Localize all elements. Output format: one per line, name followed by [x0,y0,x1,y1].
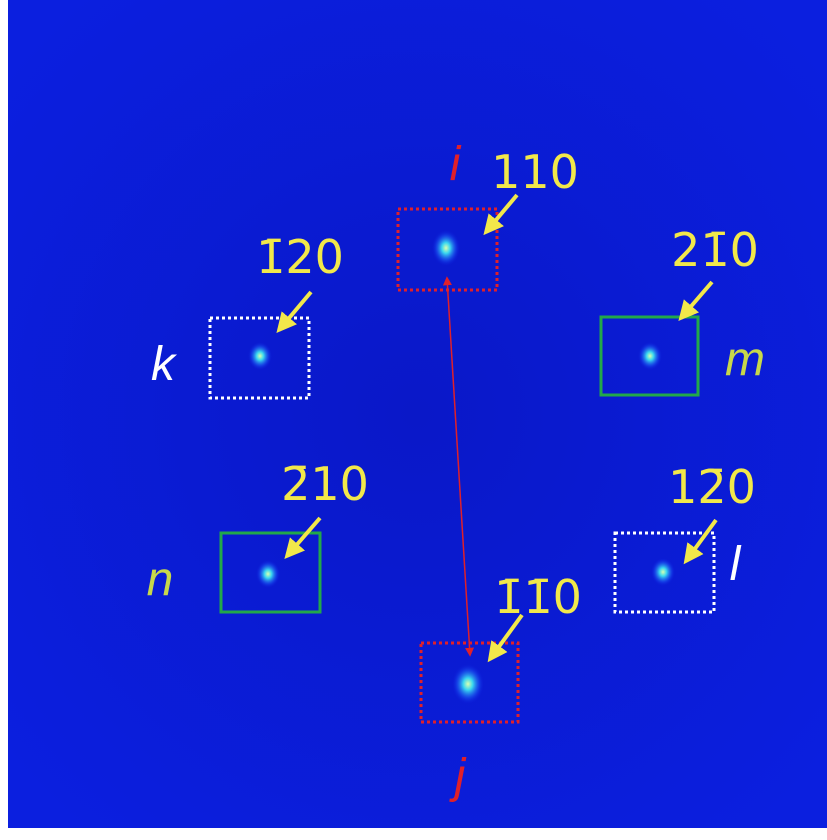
spot-letter: n [147,553,174,606]
spot-letter: l [730,538,742,591]
spot [248,342,272,370]
miller-index: 1̄1̄0 [494,570,582,624]
spot [638,342,662,370]
spot [256,560,280,588]
spot [432,230,460,266]
diffraction-figure: 110 1̄20 21̄0 2̄10 12̄0 1̄1̄0 i k m n l … [0,0,827,840]
spot-letter: i [450,138,462,191]
miller-index: 1̄20 [256,230,344,284]
spot [452,664,484,704]
miller-index: 110 [491,145,579,199]
miller-index: 2̄10 [281,457,369,511]
spot-letter: m [725,333,765,386]
background [8,0,827,828]
spot [651,558,675,586]
miller-index: 21̄0 [671,223,759,277]
spot-letter: k [151,338,178,391]
miller-index: 12̄0 [668,460,756,514]
